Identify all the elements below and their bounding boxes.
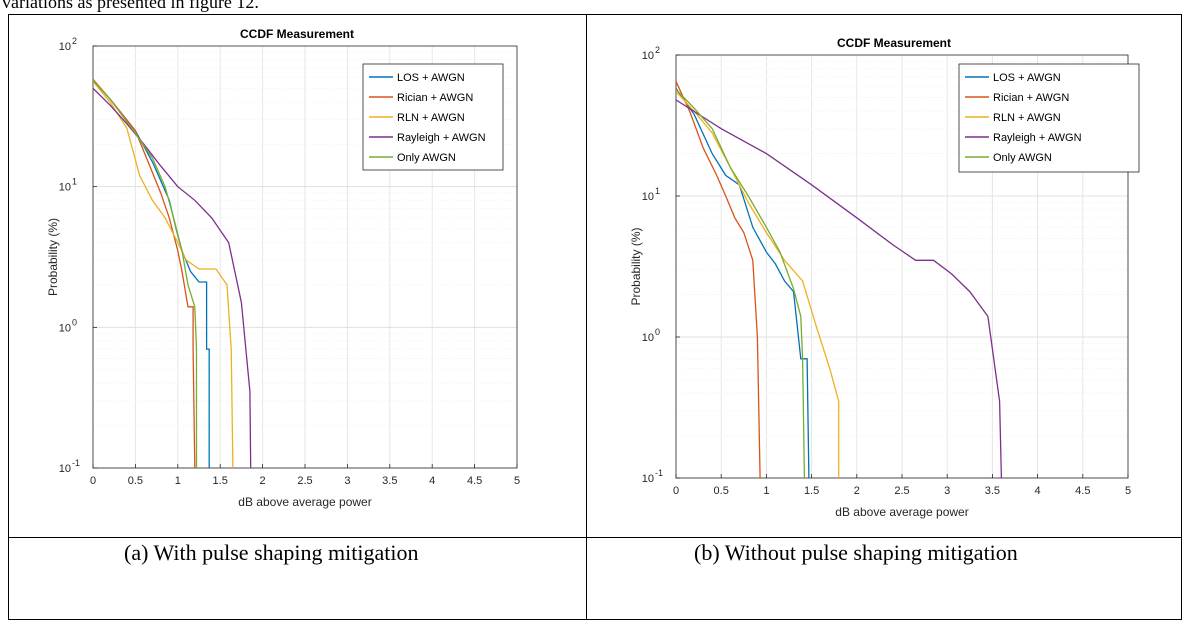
y-tick-exponent: 2 [655, 45, 660, 55]
chart-title: CCDF Measurement [837, 36, 951, 50]
x-tick-label: 0 [90, 475, 96, 487]
legend-entry: Rayleigh + AWGN [397, 132, 486, 144]
x-tick-label: 4.5 [1075, 485, 1090, 497]
x-tick-label: 2.5 [297, 475, 312, 487]
legend-entry: LOS + AWGN [993, 72, 1061, 84]
legend-box [958, 63, 1140, 173]
legend-entry: Only AWGN [397, 152, 456, 164]
series-group [93, 78, 252, 468]
y-tick-label: 10 [642, 191, 654, 203]
legend-entry: Rayleigh + AWGN [993, 132, 1082, 144]
legend-entry: Rician + AWGN [397, 92, 473, 104]
x-tick-label: 1 [763, 485, 769, 497]
series-line-los-awgn [676, 88, 810, 478]
x-tick-label: 3 [344, 475, 350, 487]
series-line-rayleigh-awgn [676, 99, 1003, 478]
legend-entry: LOS + AWGN [397, 72, 465, 84]
y-tick-exponent: -1 [72, 458, 80, 468]
x-tick-label: 1.5 [213, 475, 228, 487]
x-tick-label: 4 [1035, 485, 1041, 497]
x-tick-label: 3 [944, 485, 950, 497]
series-line-rayleigh-awgn [93, 87, 252, 468]
table-column-divider [586, 14, 587, 620]
y-tick-exponent: 2 [72, 36, 77, 46]
y-axis-label: Probability (%) [46, 218, 60, 296]
x-axis-label: dB above average power [238, 495, 371, 509]
y-tick-exponent: 0 [72, 317, 77, 327]
legend-entry: RLN + AWGN [397, 112, 465, 124]
legend-entry: Only AWGN [993, 152, 1052, 164]
x-tick-label: 2 [260, 475, 266, 487]
legend: LOS + AWGN Rician + AWGN RLN + AWGN Rayleig… [958, 63, 1140, 173]
x-tick-label: 0.5 [714, 485, 729, 497]
caption-a: (a) With pulse shaping mitigation [124, 540, 419, 565]
caption-b: (b) Without pulse shaping mitigation [694, 540, 1018, 565]
y-tick-exponent: 1 [72, 177, 77, 187]
legend-entry: Rician + AWGN [993, 92, 1069, 104]
y-tick-label: 10 [59, 322, 71, 334]
chart-title: CCDF Measurement [240, 27, 354, 41]
series-line-only-awgn [93, 79, 198, 468]
series-line-rician-awgn [676, 81, 761, 478]
y-tick-label: 10 [59, 182, 71, 194]
y-tick-label: 10 [59, 41, 71, 53]
figure-table [8, 14, 1182, 620]
x-tick-label: 1 [175, 475, 181, 487]
x-tick-label: 3.5 [382, 475, 397, 487]
x-tick-label: 4.5 [467, 475, 482, 487]
y-axis-label: Probability (%) [629, 227, 643, 305]
x-tick-label: 2 [854, 485, 860, 497]
x-tick-label: 1.5 [804, 485, 819, 497]
x-tick-label: 5 [1125, 485, 1131, 497]
x-tick-label: 0.5 [128, 475, 143, 487]
y-tick-label: 10 [59, 463, 71, 475]
y-tick-label: 10 [642, 473, 654, 485]
y-tick-label: 10 [642, 332, 654, 344]
y-tick-exponent: 1 [655, 186, 660, 196]
x-tick-label: 4 [429, 475, 435, 487]
series-line-rln-awgn [93, 80, 234, 468]
x-tick-label: 5 [514, 475, 520, 487]
x-tick-label: 0 [673, 485, 679, 497]
y-tick-exponent: -1 [655, 468, 663, 478]
x-tick-label: 2.5 [894, 485, 909, 497]
y-tick-label: 10 [642, 50, 654, 62]
legend: LOS + AWGN Rician + AWGN RLN + AWGN Rayleig… [362, 63, 504, 171]
x-axis-label: dB above average power [835, 505, 968, 519]
y-tick-exponent: 0 [655, 327, 660, 337]
series-group [676, 81, 1003, 478]
series-line-only-awgn [676, 88, 806, 478]
series-line-rln-awgn [676, 91, 840, 478]
table-row-divider [8, 537, 1182, 538]
intro-text: variations as presented in figure 12. [2, 0, 259, 12]
legend-entry: RLN + AWGN [993, 112, 1061, 124]
x-tick-label: 3.5 [985, 485, 1000, 497]
